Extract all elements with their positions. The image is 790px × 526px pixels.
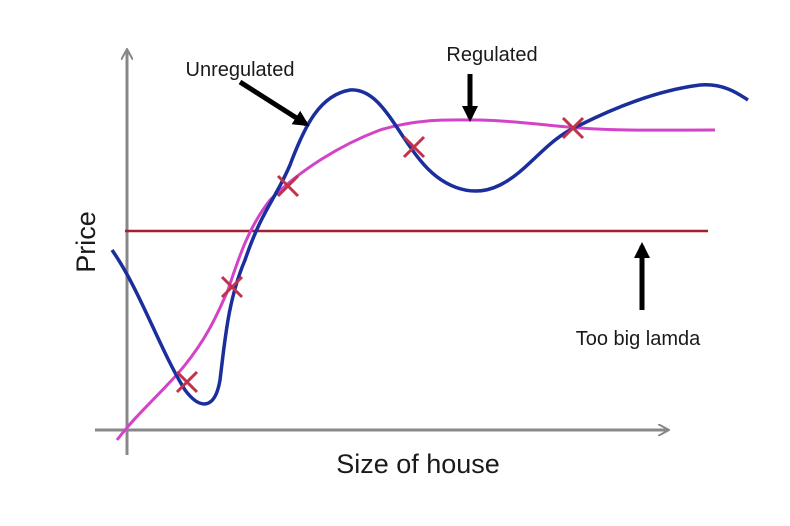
regulated-label: Regulated xyxy=(446,44,537,66)
data-point xyxy=(220,275,244,299)
y-axis-label: Price xyxy=(71,211,101,273)
data-point xyxy=(276,174,300,198)
regulated-curve xyxy=(115,118,716,441)
too-big-lambda-label: Too big lamda xyxy=(576,328,701,350)
data-point xyxy=(175,370,199,394)
unregulated-arrow xyxy=(238,79,310,127)
unregulated-label: Unregulated xyxy=(186,59,295,81)
data-point xyxy=(402,135,426,159)
data-point xyxy=(561,116,585,140)
x-axis-label: Size of house xyxy=(336,449,500,479)
unregulated-curve xyxy=(110,83,749,406)
data-points xyxy=(175,116,585,394)
